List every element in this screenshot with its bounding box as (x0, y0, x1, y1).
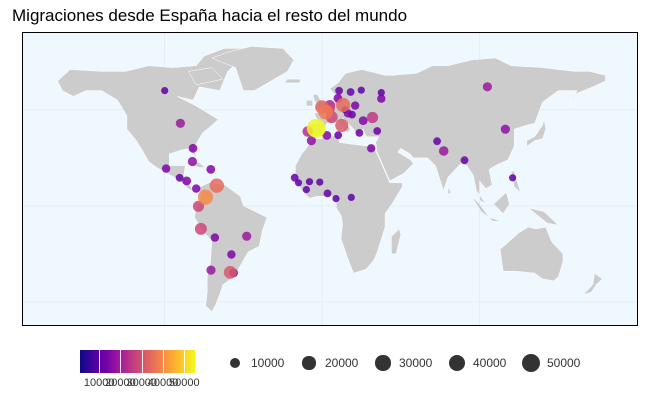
color-scale-labels: 10000 20000 30000 40000 50000 (78, 377, 258, 391)
size-legend-item: 50000 (521, 350, 581, 376)
migration-point (322, 131, 332, 140)
color-scale-tick (141, 350, 143, 373)
migration-point (377, 94, 386, 103)
migration-point (460, 156, 469, 165)
migration-point (192, 184, 201, 193)
migration-point (206, 165, 216, 174)
migration-point (242, 231, 252, 241)
migration-point (433, 137, 441, 146)
color-scale-tick (184, 350, 186, 373)
migration-point (323, 189, 332, 198)
migration-point (336, 97, 351, 113)
land-north-america (57, 48, 252, 193)
size-legend-item: 10000 (226, 350, 284, 376)
land-ireland (306, 99, 313, 107)
color-scale-label: 10000 (83, 377, 115, 389)
migration-point (227, 250, 236, 259)
migration-point (305, 178, 314, 186)
land-south-america (194, 182, 268, 312)
migration-point (306, 118, 326, 138)
migration-point (334, 131, 343, 140)
migration-point (346, 88, 355, 96)
land-japan (526, 119, 546, 147)
size-legend-dot (375, 355, 391, 371)
migration-point (366, 111, 379, 124)
migration-point (351, 101, 360, 110)
migration-point (509, 174, 517, 182)
migration-point (175, 173, 184, 182)
migration-point (290, 173, 299, 182)
land-australia (499, 226, 564, 282)
color-scale-tick (120, 350, 122, 373)
size-legend-dot (448, 354, 466, 372)
migration-point (332, 195, 340, 203)
migration-point (306, 136, 316, 146)
migration-point (318, 104, 334, 120)
size-legend-label: 30000 (398, 356, 433, 370)
land-new-zealand (582, 272, 603, 295)
land-masses (57, 46, 606, 312)
land-java (488, 216, 502, 222)
migration-point (358, 116, 368, 125)
size-legend-label: 50000 (546, 356, 581, 370)
migration-point (500, 124, 510, 134)
size-legend-item: 40000 (448, 350, 506, 376)
migration-point (367, 144, 376, 153)
migration-points (161, 82, 517, 279)
color-scale-tick (163, 350, 165, 373)
land-greenland (211, 46, 295, 91)
color-legend: 10000 20000 30000 40000 50000 (78, 350, 203, 400)
migration-point (357, 86, 365, 94)
migration-point (206, 265, 216, 275)
migration-point (316, 178, 324, 186)
size-legend-label: 40000 (472, 356, 507, 370)
migration-point (192, 200, 205, 212)
migration-point (187, 156, 197, 167)
size-legend-dot (229, 357, 241, 369)
color-scale-label: 40000 (147, 377, 179, 389)
land-baffin (187, 67, 224, 86)
migration-point (355, 129, 364, 137)
size-legend-label: 20000 (324, 356, 359, 370)
color-scale-label: 20000 (105, 377, 136, 389)
size-legend-dot (521, 353, 541, 373)
migration-point (373, 127, 382, 135)
migration-point (482, 82, 492, 92)
migration-point (335, 118, 349, 132)
migration-point (210, 233, 220, 242)
migration-point (194, 222, 207, 235)
migration-point (223, 266, 237, 279)
land-iceland (283, 78, 301, 84)
migration-point (335, 86, 343, 95)
size-legend-item: 20000 (300, 350, 358, 376)
migration-point (188, 143, 198, 153)
migration-point (302, 186, 310, 194)
migration-point (347, 193, 355, 201)
map-panel (22, 32, 638, 326)
color-scale-label: 50000 (169, 377, 200, 389)
migration-point (377, 89, 385, 97)
migration-point (161, 87, 169, 95)
color-scale-tick (99, 350, 101, 373)
size-legend-item: 30000 (374, 350, 432, 376)
color-scale-label: 30000 (126, 377, 158, 389)
size-legend-label: 10000 (250, 356, 285, 370)
land-madagascar (391, 228, 402, 255)
size-legend-dot (302, 356, 316, 370)
migration-point (161, 164, 171, 173)
migration-point (175, 118, 185, 128)
migration-point (197, 189, 214, 205)
land-sri-lanka (447, 186, 452, 195)
color-scale-bar (80, 350, 195, 373)
migration-point (438, 146, 449, 156)
world-map (23, 33, 637, 325)
migration-point (209, 178, 224, 193)
migration-point (182, 176, 192, 186)
map-title: Migraciones desde España hacia el resto … (12, 6, 408, 25)
size-legend: 10000 20000 30000 40000 50000 (226, 350, 646, 376)
land-new-guinea (528, 207, 560, 226)
land-borneo (493, 191, 510, 214)
